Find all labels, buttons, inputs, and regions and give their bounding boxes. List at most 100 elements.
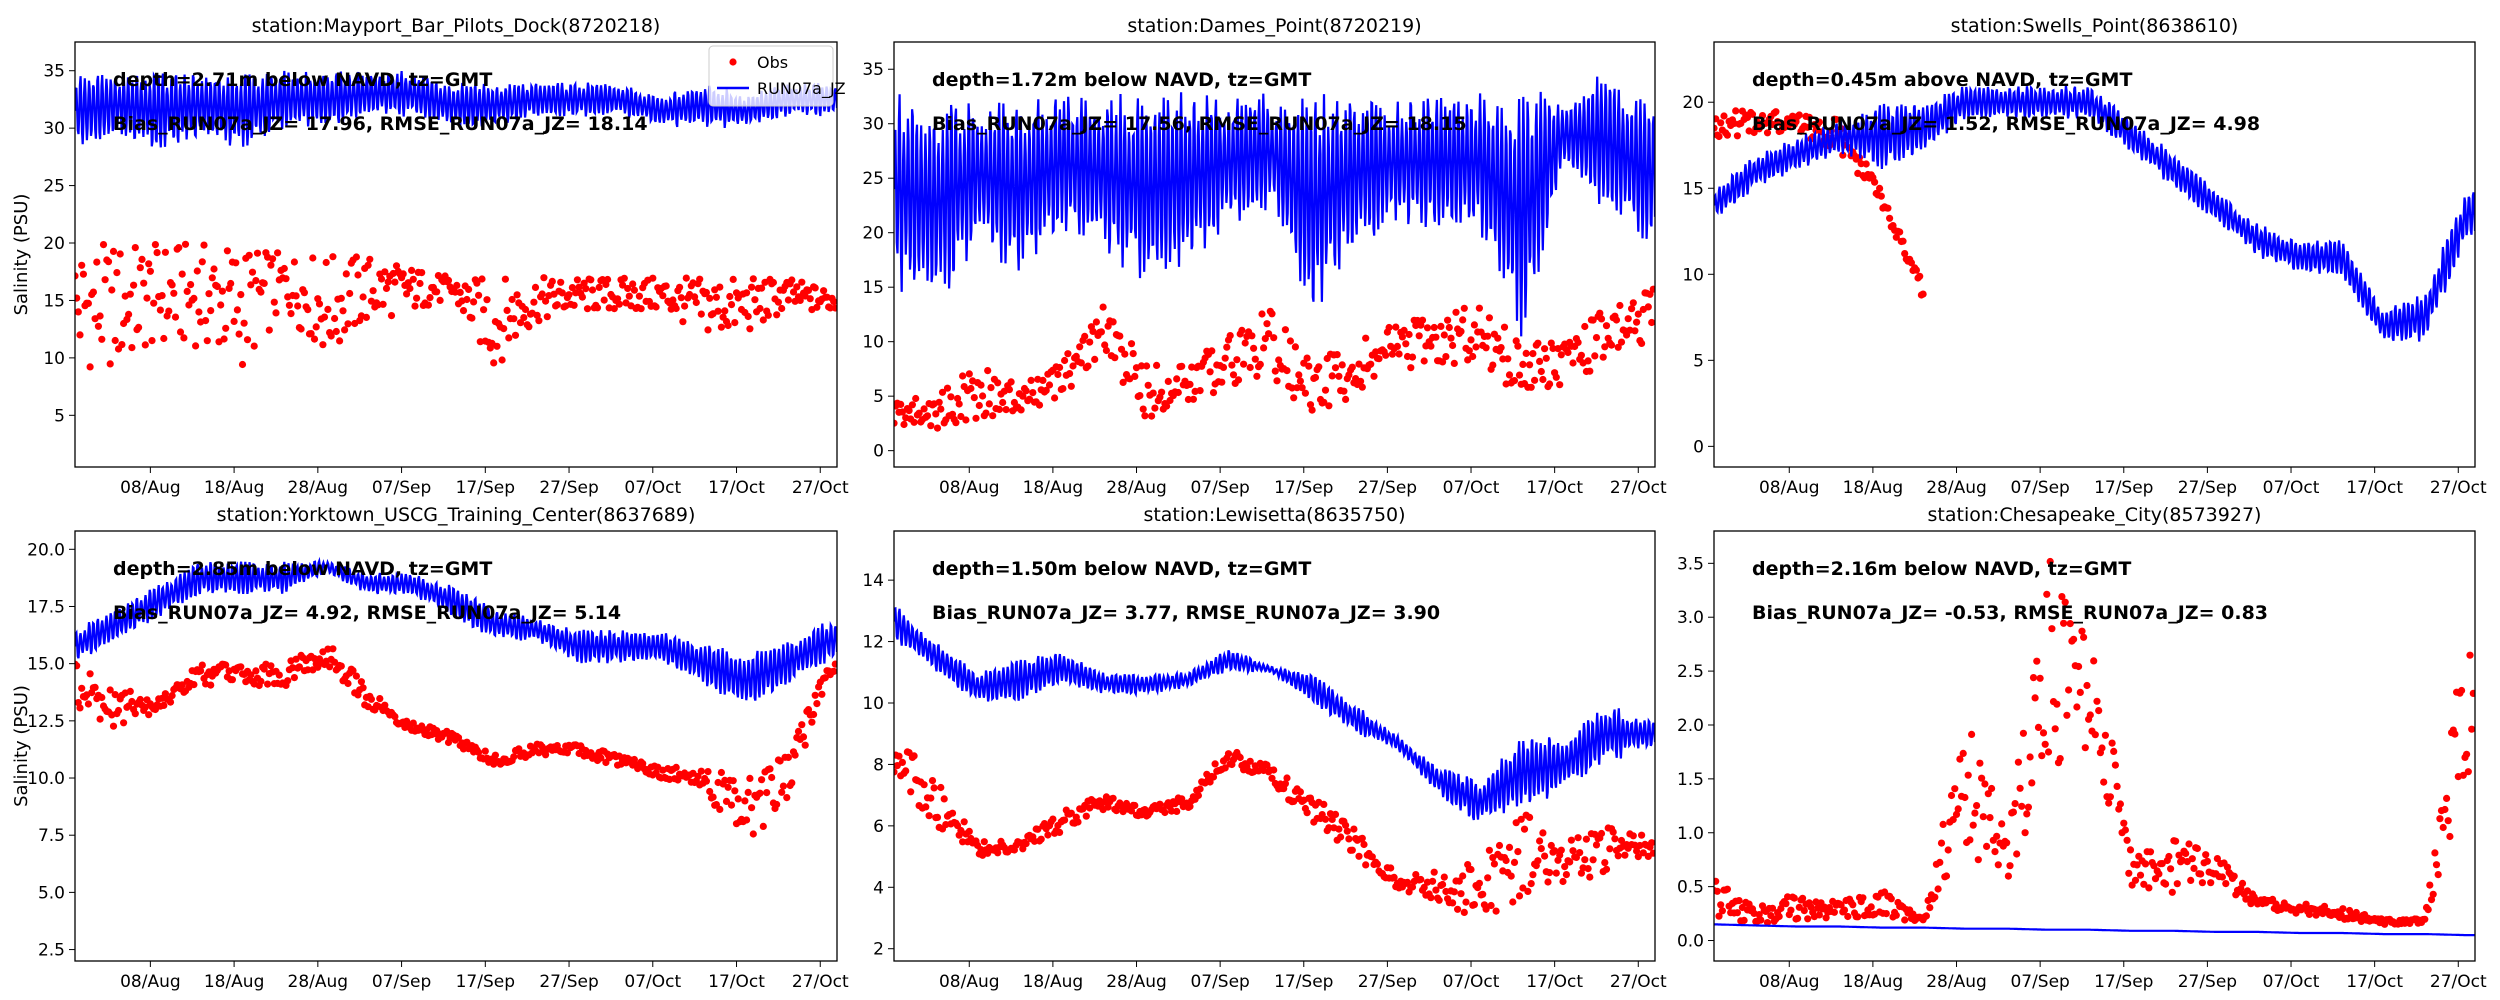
- obs-point: [109, 247, 118, 255]
- obs-point: [788, 779, 796, 787]
- obs-point: [1385, 323, 1393, 332]
- obs-point: [1454, 905, 1462, 913]
- obs-point: [1502, 856, 1510, 865]
- obs-point: [1256, 360, 1264, 368]
- obs-point: [130, 281, 138, 289]
- obs-point: [198, 661, 206, 669]
- obs-point: [928, 777, 937, 785]
- obs-point: [578, 293, 587, 301]
- obs-point: [702, 777, 711, 785]
- obs-point: [376, 695, 384, 703]
- obs-point: [830, 667, 837, 675]
- obs-point: [248, 268, 257, 276]
- obs-point: [831, 304, 837, 312]
- obs-point: [1281, 326, 1289, 334]
- obs-point: [310, 335, 319, 343]
- obs-point: [1748, 110, 1757, 118]
- obs-point: [2080, 633, 2088, 641]
- obs-point: [1091, 355, 1099, 363]
- y-tick-label: 5: [1693, 351, 1704, 371]
- obs-point: [284, 677, 292, 685]
- obs-point: [801, 741, 809, 749]
- obs-point: [1510, 377, 1519, 385]
- obs-point: [106, 686, 114, 694]
- obs-point: [143, 294, 151, 302]
- x-tick-label: 27/Oct: [2430, 478, 2487, 498]
- obs-point: [1974, 856, 1982, 864]
- obs-point: [1947, 791, 1956, 800]
- obs-point: [679, 318, 687, 326]
- obs-point: [1211, 760, 1219, 768]
- obs-point: [205, 290, 213, 298]
- obs-point: [2075, 662, 2083, 671]
- obs-point: [2046, 557, 2054, 566]
- obs-point: [1485, 846, 1493, 854]
- obs-point: [2023, 810, 2031, 818]
- obs-point: [79, 270, 87, 278]
- subplot-title: station:Swells_Point(8638610): [1951, 15, 2239, 37]
- obs-point: [1097, 328, 1105, 336]
- obs-point: [1774, 118, 1782, 126]
- obs-point: [1733, 909, 1741, 917]
- obs-point: [292, 292, 300, 300]
- subplot-title: station:Lewisetta(8635750): [1143, 504, 1405, 526]
- obs-point: [511, 331, 520, 339]
- obs-point: [1566, 858, 1574, 866]
- y-tick-label: 10: [43, 349, 65, 369]
- obs-point: [937, 783, 945, 792]
- obs-point: [237, 291, 245, 299]
- obs-point: [793, 283, 801, 291]
- obs-point: [1450, 888, 1458, 896]
- obs-point: [2126, 846, 2135, 854]
- obs-point: [1896, 228, 1904, 236]
- obs-point: [778, 304, 786, 313]
- obs-point: [1229, 371, 1238, 379]
- obs-point: [2188, 855, 2196, 863]
- obs-point: [746, 325, 754, 333]
- obs-point: [207, 681, 215, 689]
- obs-point: [2086, 711, 2094, 719]
- series-points-Obs: [894, 748, 1655, 917]
- obs-point: [1253, 372, 1261, 380]
- x-tick-label: 27/Sep: [539, 478, 598, 498]
- obs-point: [2078, 627, 2086, 635]
- obs-point: [796, 296, 804, 304]
- obs-point: [483, 296, 491, 304]
- obs-point: [1427, 342, 1435, 350]
- obs-point: [2116, 800, 2124, 808]
- obs-point: [501, 275, 509, 283]
- obs-point: [1077, 359, 1085, 367]
- x-tick-label: 28/Aug: [1926, 478, 1987, 498]
- obs-point: [76, 331, 84, 339]
- obs-point: [1584, 357, 1592, 365]
- obs-point: [1899, 237, 1907, 245]
- obs-point: [424, 301, 432, 309]
- obs-point: [1492, 907, 1500, 915]
- obs-point: [826, 304, 834, 312]
- obs-point: [1487, 901, 1495, 910]
- x-tick-label: 17/Sep: [1274, 972, 1333, 992]
- obs-point: [1782, 900, 1790, 908]
- obs-point: [456, 288, 464, 296]
- obs-point: [1234, 376, 1243, 384]
- obs-point: [779, 782, 788, 790]
- obs-point: [161, 690, 169, 698]
- obs-point: [1616, 301, 1624, 310]
- obs-point: [938, 388, 947, 396]
- obs-point: [1189, 395, 1197, 403]
- obs-point: [808, 718, 816, 726]
- obs-point: [1551, 847, 1559, 855]
- obs-point: [331, 314, 339, 323]
- obs-point: [1772, 108, 1780, 116]
- obs-point: [894, 768, 898, 776]
- obs-point: [1342, 395, 1350, 403]
- obs-point: [1916, 272, 1924, 280]
- obs-point: [947, 393, 955, 401]
- obs-point: [1445, 323, 1453, 332]
- obs-point: [1251, 355, 1259, 363]
- obs-point: [573, 276, 582, 284]
- obs-point: [1646, 290, 1654, 298]
- obs-point: [2056, 755, 2064, 763]
- obs-point: [965, 827, 973, 836]
- obs-point: [1039, 376, 1047, 384]
